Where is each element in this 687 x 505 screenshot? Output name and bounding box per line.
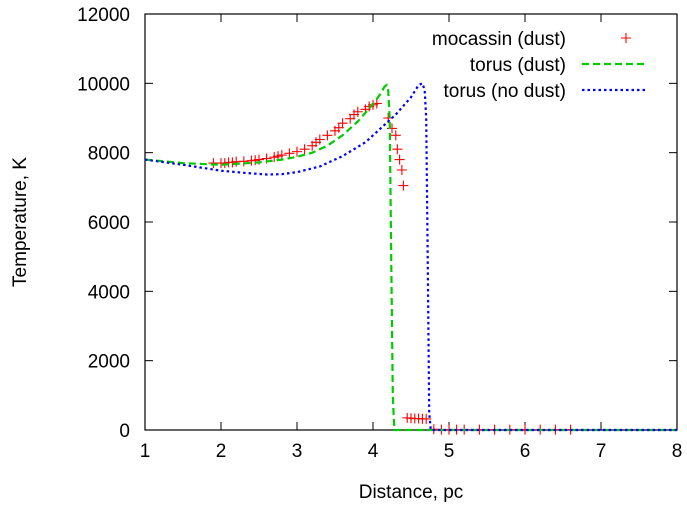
series-layer xyxy=(144,81,677,435)
y-tick-label: 8000 xyxy=(88,144,130,165)
y-tick-label: 10000 xyxy=(77,74,130,95)
data-point-plus xyxy=(292,146,302,157)
y-tick-label: 6000 xyxy=(88,213,130,234)
series-line-torus-dust xyxy=(144,83,677,432)
data-point-plus xyxy=(394,154,405,165)
x-tick-label: 6 xyxy=(520,441,531,462)
data-point-plus xyxy=(396,165,407,175)
data-point-plus xyxy=(392,144,403,155)
x-tick-label: 3 xyxy=(292,441,303,462)
data-point-plus xyxy=(337,118,348,129)
data-point-plus xyxy=(238,156,249,167)
x-axis-title: Distance, pc xyxy=(359,482,464,503)
x-tick-label: 7 xyxy=(596,441,607,462)
x-tick-label: 2 xyxy=(216,441,227,462)
x-tick-label: 1 xyxy=(140,441,151,462)
series-torus-dust xyxy=(144,83,677,432)
series-line-torus-no-dust xyxy=(144,81,677,432)
data-point-plus xyxy=(387,123,397,134)
series-torus-no-dust xyxy=(144,81,677,432)
legend-label-mocassin-dust: mocassin (dust) xyxy=(432,29,566,50)
data-point-plus xyxy=(314,134,325,145)
data-point-plus xyxy=(390,130,401,141)
data-point-plus xyxy=(276,150,287,161)
data-point-plus xyxy=(284,148,295,159)
y-axis-title: Temperature, K xyxy=(10,157,31,287)
y-tick-label: 2000 xyxy=(88,352,130,373)
data-point-plus xyxy=(299,144,310,155)
y-tick-label: 4000 xyxy=(88,282,130,303)
x-tick-label: 5 xyxy=(444,441,455,462)
plot-frame xyxy=(144,13,678,431)
legend-label-torus-no-dust: torus (no dust) xyxy=(444,81,567,102)
y-tick-label: 0 xyxy=(119,421,130,442)
x-tick-label: 4 xyxy=(368,441,379,462)
data-point-plus xyxy=(398,180,409,191)
axis-ticks xyxy=(144,13,678,431)
data-point-plus xyxy=(621,33,631,43)
axis-tick-labels: 1 2 3 4 5 6 7 8 0 2000 4000 6000 8000 10000 12000 xyxy=(77,5,682,462)
y-tick-label: 12000 xyxy=(77,5,130,26)
x-tick-label: 8 xyxy=(672,441,683,462)
legend-label-torus-dust: torus (dust) xyxy=(470,55,566,76)
data-point-plus xyxy=(421,413,432,424)
legend: mocassin (dust) torus (dust) torus (no dus… xyxy=(432,29,648,102)
data-point-plus xyxy=(322,130,333,141)
data-point-plus xyxy=(352,106,363,117)
